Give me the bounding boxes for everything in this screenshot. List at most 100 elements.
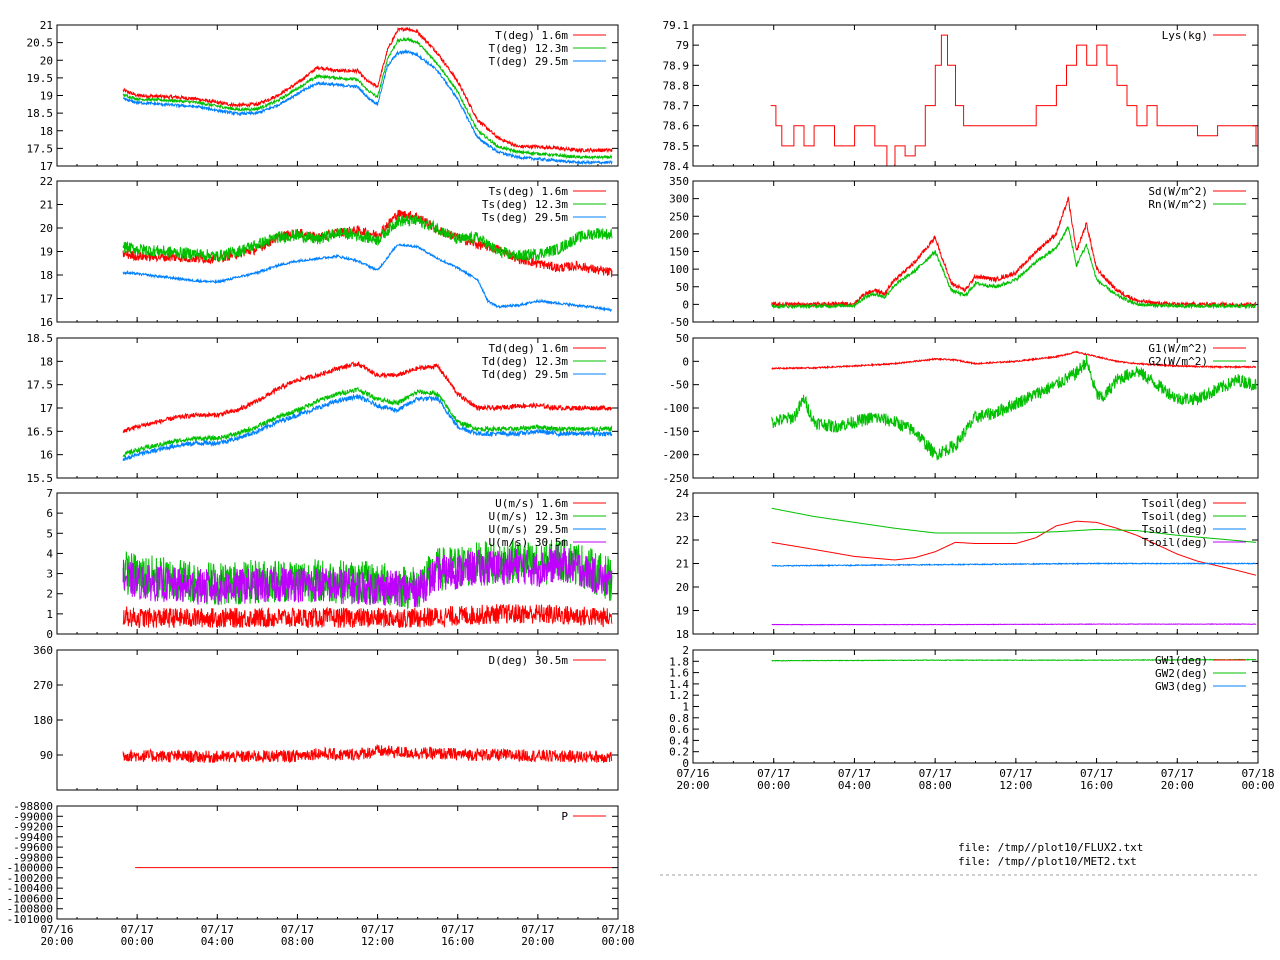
y-tick-label: 79.1 xyxy=(663,19,690,32)
legend-label: Ts(deg) 29.5m xyxy=(482,211,568,224)
series-line xyxy=(122,26,613,154)
y-tick-label: 16 xyxy=(40,316,53,329)
y-tick-label: -99800 xyxy=(13,851,53,864)
panel-soil-water: 00.20.40.60.811.21.41.61.8207/1620:0007/… xyxy=(669,644,1274,792)
y-tick-label: 79 xyxy=(676,39,689,52)
series-group xyxy=(770,34,1257,166)
y-tick-label: -99200 xyxy=(13,821,53,834)
y-tick-label: 50 xyxy=(676,281,689,294)
y-tick-label: -98800 xyxy=(13,800,53,813)
footer-file-2: file: /tmp//plot10/MET2.txt xyxy=(958,855,1137,868)
series-line xyxy=(122,545,613,608)
y-tick-label: 200 xyxy=(669,228,689,241)
series-line xyxy=(122,604,613,629)
y-tick-label: 19 xyxy=(40,90,53,103)
series-group xyxy=(771,350,1257,461)
y-tick-label: -100600 xyxy=(7,892,53,905)
y-tick-label: -250 xyxy=(663,472,690,485)
y-tick-label: 5 xyxy=(46,527,53,540)
x-tick-label-time: 20:00 xyxy=(1161,779,1194,792)
legend-label: Rn(W/m^2) xyxy=(1148,198,1208,211)
x-tick-label-date: 07/18 xyxy=(1241,767,1274,780)
legend-label: Td(deg) 12.3m xyxy=(482,355,568,368)
x-tick-label-date: 07/17 xyxy=(1080,767,1113,780)
y-tick-label: 1.8 xyxy=(669,655,689,668)
plot-frame xyxy=(692,649,1259,764)
y-tick-label: 18 xyxy=(40,355,53,368)
x-tick-label-time: 00:00 xyxy=(1241,779,1274,792)
legend-label: Tsoil(deg) xyxy=(1142,523,1208,536)
series-line xyxy=(771,520,1257,576)
y-tick-label: 24 xyxy=(676,487,690,500)
panel-wind-speed: 0 1 2 3 4 5 6 7 U(m/s) 1.6mU(m/s) 12.3mU(m/s) 29… xyxy=(46,487,619,641)
plot-frame xyxy=(56,337,619,479)
series-group xyxy=(122,538,613,629)
y-tick-label: 19.5 xyxy=(27,72,54,85)
y-tick-label: 7 xyxy=(46,487,53,500)
y-tick-label: 6 xyxy=(46,507,53,520)
legend-label: U(m/s) 1.6m xyxy=(495,497,568,510)
series-group xyxy=(771,507,1257,626)
y-tick-label: 3 xyxy=(46,568,53,581)
y-tick-label: -50 xyxy=(669,316,689,329)
x-tick-label-date: 07/17 xyxy=(201,923,234,936)
plot-frame xyxy=(56,649,619,791)
series-line xyxy=(122,36,613,161)
x-tick-label-time: 08:00 xyxy=(919,779,952,792)
y-tick-label: 16.5 xyxy=(27,425,54,438)
plot-frame xyxy=(692,24,1259,167)
y-tick-label: -99400 xyxy=(13,831,53,844)
y-tick-label: 0 xyxy=(682,757,689,770)
y-tick-label: 18.5 xyxy=(27,107,54,120)
y-tick-label: 17 xyxy=(40,160,53,173)
x-tick-label-date: 07/17 xyxy=(521,923,554,936)
x-tick-label-time: 16:00 xyxy=(1080,779,1113,792)
legend-label: T(deg) 1.6m xyxy=(495,29,568,42)
series-line xyxy=(122,215,613,262)
x-tick-label-time: 20:00 xyxy=(40,935,73,948)
x-tick-label-time: 20:00 xyxy=(521,935,554,948)
legend-label: Ts(deg) 12.3m xyxy=(482,198,568,211)
x-tick-label-time: 08:00 xyxy=(281,935,314,948)
x-tick-label-date: 07/16 xyxy=(40,923,73,936)
plot-frame xyxy=(56,24,619,167)
legend-label: P xyxy=(561,810,568,823)
y-tick-label: 50 xyxy=(676,332,689,345)
legend-label: GW1(deg) xyxy=(1155,654,1208,667)
x-tick-label-time: 20:00 xyxy=(676,779,709,792)
plot-frame xyxy=(692,492,1259,635)
y-tick-label: 1 xyxy=(682,701,689,714)
y-tick-label: 90 xyxy=(40,749,53,762)
x-tick-label-date: 07/17 xyxy=(757,767,790,780)
legend-label: Sd(W/m^2) xyxy=(1148,185,1208,198)
y-tick-label: 1.2 xyxy=(669,689,689,702)
y-tick-label: 78.7 xyxy=(663,100,690,113)
y-tick-label: 20 xyxy=(676,581,689,594)
y-tick-label: 78.9 xyxy=(663,59,690,72)
y-tick-label: 17.5 xyxy=(27,379,54,392)
x-tick-label-date: 07/17 xyxy=(838,767,871,780)
y-tick-label: 17.5 xyxy=(27,142,54,155)
y-tick-label: 22 xyxy=(40,175,53,188)
legend-label: Lys(kg) xyxy=(1162,29,1208,42)
x-tick-label-date: 07/18 xyxy=(601,923,634,936)
x-tick-label-date: 07/17 xyxy=(919,767,952,780)
y-tick-label: 20 xyxy=(40,54,53,67)
series-line xyxy=(122,361,613,433)
y-tick-label: 17 xyxy=(40,293,53,306)
x-tick-label-time: 16:00 xyxy=(441,935,474,948)
y-tick-label: -100 xyxy=(663,402,690,415)
y-tick-label: 18 xyxy=(40,125,53,138)
series-line xyxy=(771,355,1257,461)
series-line xyxy=(770,34,1257,166)
y-tick-label: -101000 xyxy=(7,913,53,926)
series-group xyxy=(122,361,613,462)
panel-pressure: -101000-100800-100600-100400-100200-1000… xyxy=(7,800,635,948)
y-tick-label: 78.5 xyxy=(663,140,690,153)
y-tick-label: -50 xyxy=(669,379,689,392)
y-tick-label: 180 xyxy=(33,714,53,727)
x-tick-label-time: 00:00 xyxy=(757,779,790,792)
x-tick-label-time: 04:00 xyxy=(201,935,234,948)
y-tick-label: 18.5 xyxy=(27,332,54,345)
